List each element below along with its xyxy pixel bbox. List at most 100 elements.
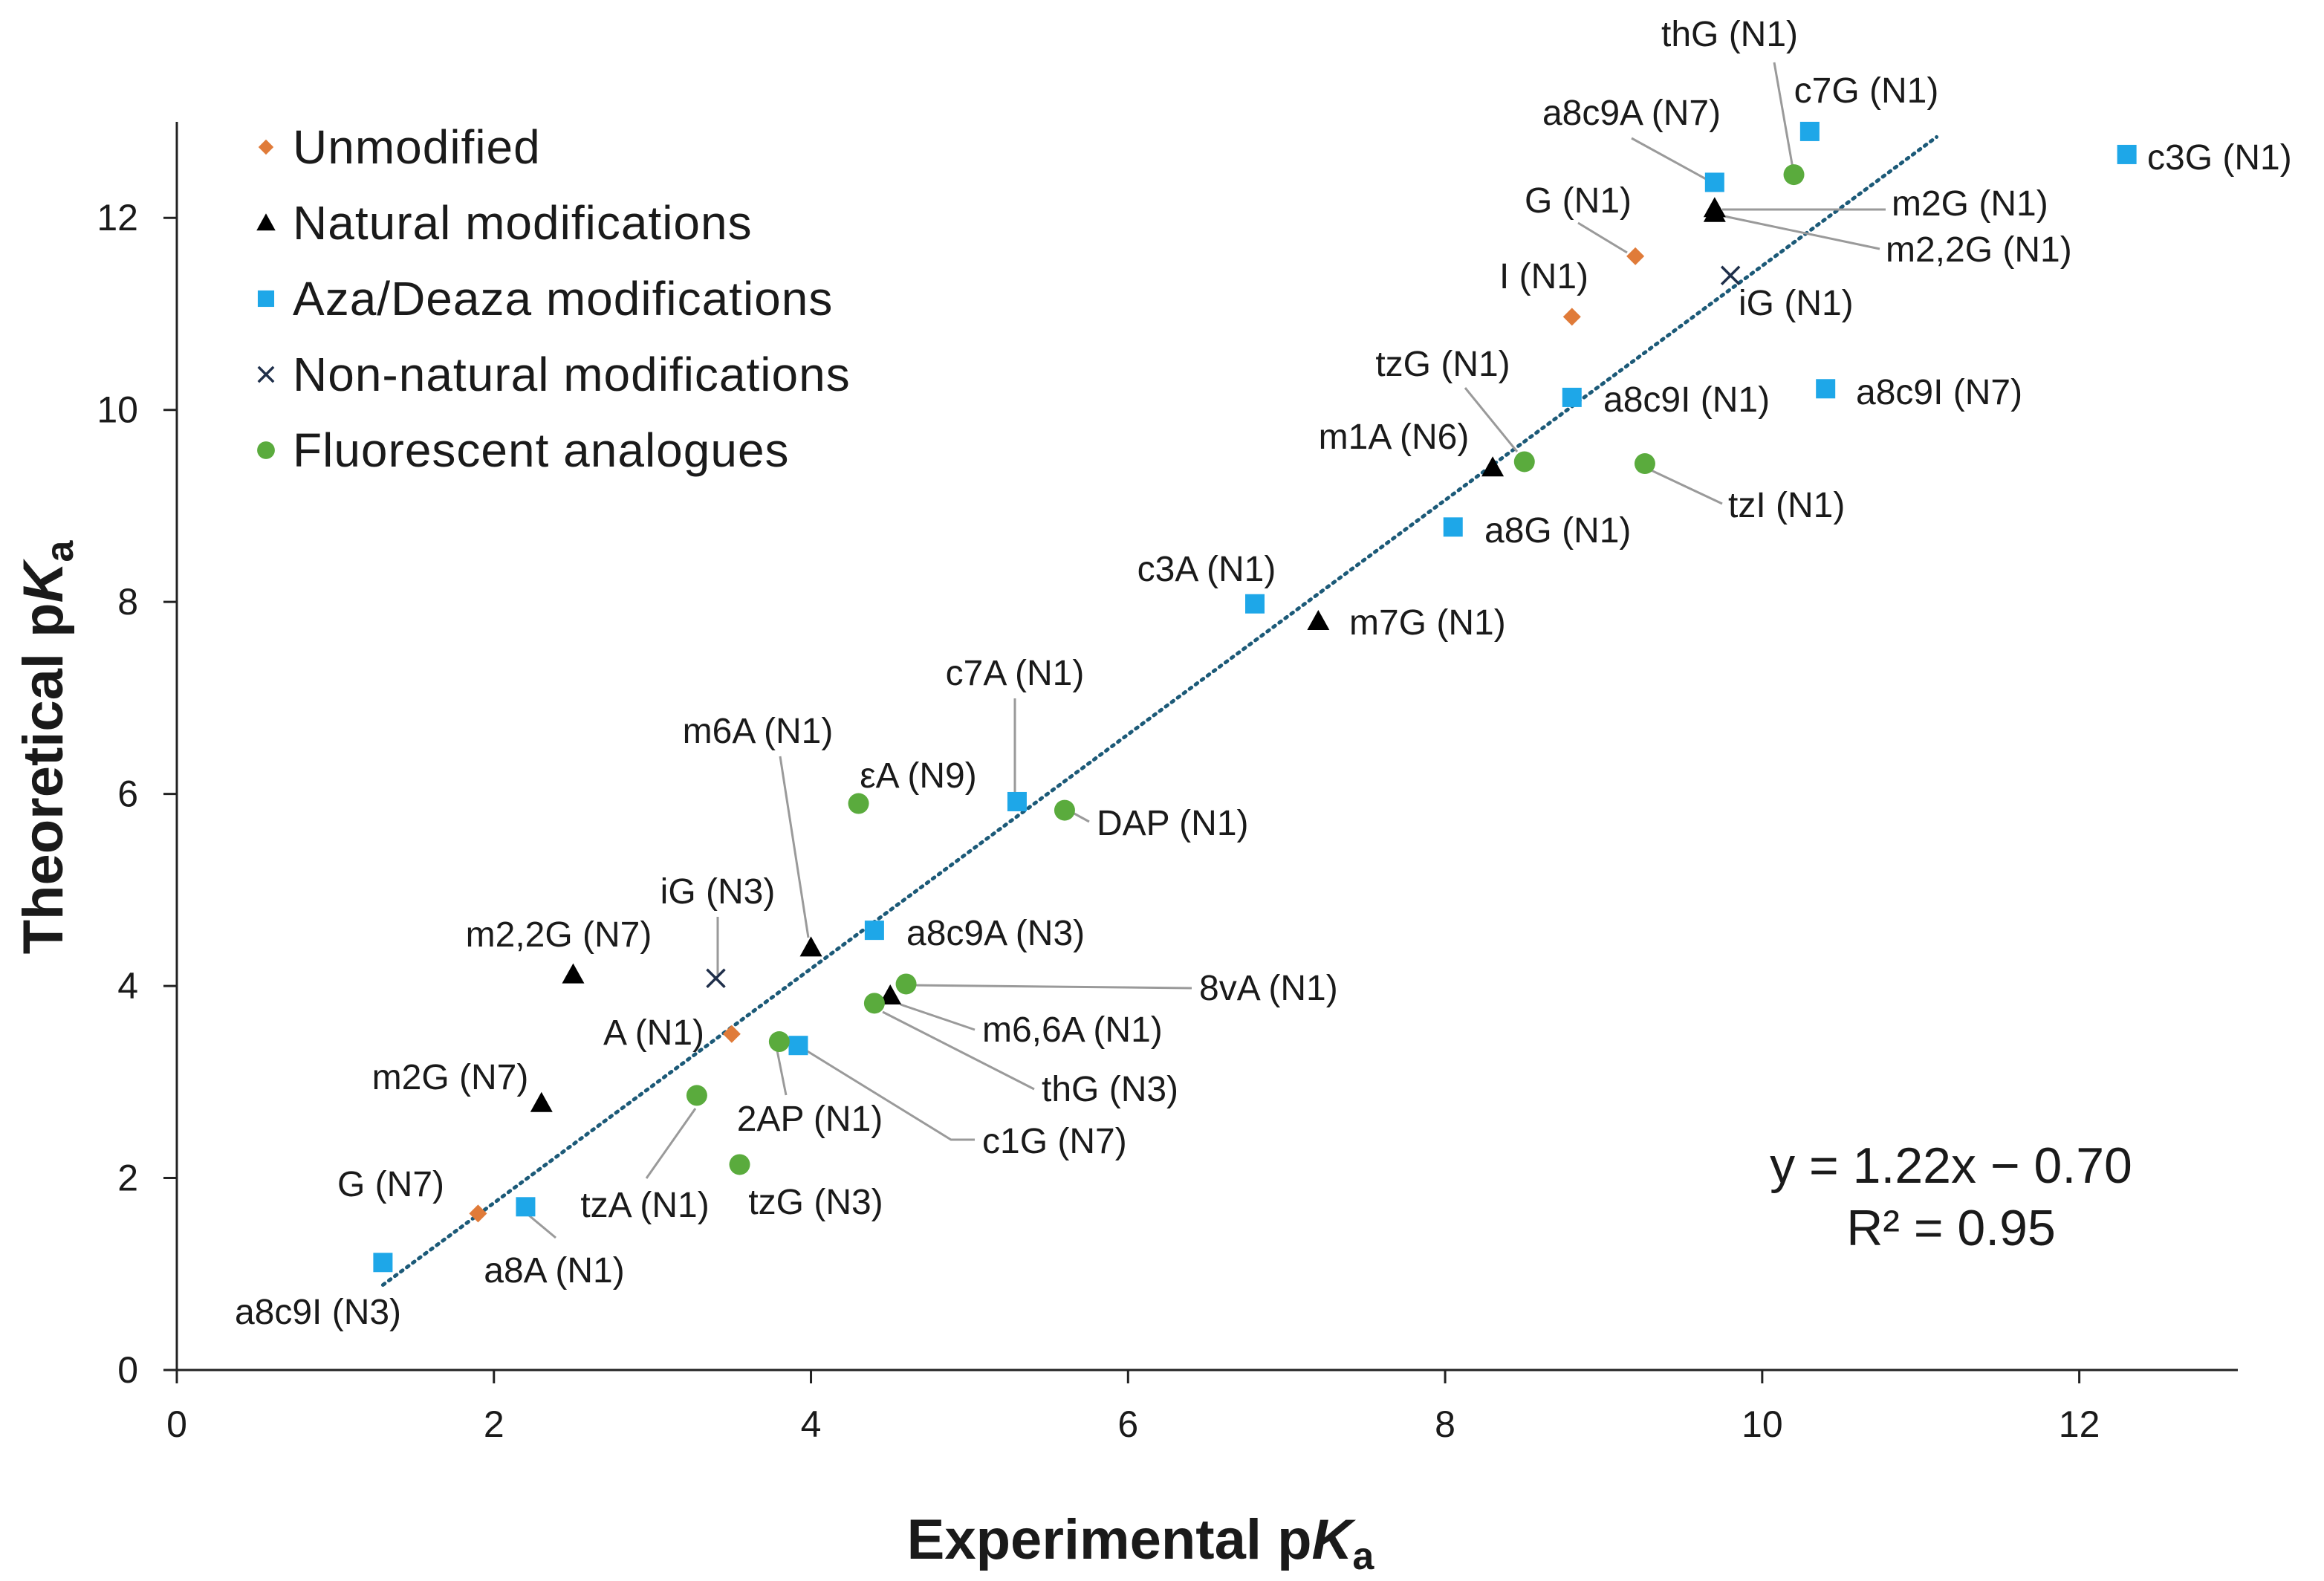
data-point-thg-n3-32 <box>863 993 885 1014</box>
data-point-tzg-n1-27 <box>1513 451 1535 473</box>
point-label-tza-n1-34: tzA (N1) <box>580 1186 709 1225</box>
leader-line-m6-6a-n1-9 <box>900 1003 976 1031</box>
leader-line-m2-2g-n1-5 <box>1720 214 1880 250</box>
data-point-tzi-n1-28 <box>1634 453 1655 475</box>
data-point-8va-n1-31 <box>895 973 917 995</box>
y-tick-label-12: 12 <box>97 197 138 238</box>
point-label-a8c9i-n7-16: a8c9I (N7) <box>1856 373 2022 412</box>
leader-line-m6a-n1-8 <box>779 756 810 938</box>
legend-label-non: Non-natural modifications <box>293 348 851 401</box>
data-point-m2-2g-n1-5 <box>1703 201 1726 222</box>
legend-label-nat: Natural modifications <box>293 196 753 250</box>
point-label-thg-n3-32: thG (N3) <box>1042 1070 1178 1109</box>
x-tick-label-2: 2 <box>484 1403 504 1445</box>
point-label-8va-n1-31: 8vA (N1) <box>1199 969 1338 1008</box>
leader-line-8va-n1-31 <box>907 984 1192 990</box>
data-point-a8c9i-n3-23 <box>373 1253 393 1273</box>
leader-lines <box>528 62 1886 1239</box>
point-label-i-n1-1: I (N1) <box>1499 257 1588 296</box>
data-point-a8g-n1-17 <box>1443 517 1463 537</box>
data-point-m2-2g-n7-10 <box>562 963 585 984</box>
data-point-ig-n1-24 <box>1720 265 1741 286</box>
point-label-m6a-n1-8: m6A (N1) <box>683 712 834 751</box>
point-label-m6-6a-n1-9: m6,6A (N1) <box>982 1010 1163 1050</box>
data-points <box>373 121 2137 1273</box>
leader-line-a8a-n1-22 <box>528 1214 556 1239</box>
data-point-a8c9i-n1-15 <box>1562 387 1582 407</box>
x-axis-title: Experimental pKa <box>907 1508 1375 1578</box>
leader-line-thg-n1-26 <box>1773 62 1795 173</box>
data-point-g-n7-3 <box>469 1204 487 1223</box>
legend: Unmodified Natural modifications Aza/Deaza… <box>256 120 850 477</box>
point-label-thg-n1-26: thG (N1) <box>1661 15 1798 54</box>
leader-line-dap-n1-30 <box>1072 811 1090 823</box>
data-point-c7g-n1-12 <box>1799 121 1820 141</box>
point-label-c3a-n1-18: c3A (N1) <box>1137 550 1276 589</box>
point-label-ig-n3-25: iG (N3) <box>660 872 776 912</box>
point-label-a8c9i-n1-15: a8c9I (N1) <box>1603 380 1770 420</box>
data-point-a8c9a-n7-13 <box>1704 172 1724 192</box>
data-point-dap-n1-30 <box>1054 799 1075 821</box>
legend-label-unmod: Unmodified <box>293 120 541 174</box>
data-point-m1a-n6-6 <box>1481 456 1505 477</box>
x-tick-label-6: 6 <box>1117 1403 1138 1445</box>
legend-marker-unmod <box>258 139 274 155</box>
point-label-g-n1-0: G (N1) <box>1525 181 1632 221</box>
data-point-m7g-n1-7 <box>1307 610 1330 630</box>
point-label-a-n9-29: εA (N9) <box>860 756 976 796</box>
point-label-a8c9a-n7-13: a8c9A (N7) <box>1542 94 1721 133</box>
legend-label-fluo: Fluorescent analogues <box>293 423 790 477</box>
point-label-tzi-n1-28: tzI (N1) <box>1728 486 1845 525</box>
point-labels: G (N1) I (N1) A (N1) G (N7) m2G (N1) m2,2G (N… <box>235 15 2292 1332</box>
point-label-c7g-n1-12: c7G (N1) <box>1794 71 1939 111</box>
point-label-a8a-n1-22: a8A (N1) <box>484 1251 624 1291</box>
trendline-group <box>380 134 1939 1288</box>
point-label-a8c9i-n3-23: a8c9I (N3) <box>235 1293 401 1332</box>
x-tick-label-10: 10 <box>1742 1403 1783 1445</box>
y-axis-title: Theoretical pKa <box>12 540 82 955</box>
point-label-2ap-n1-33: 2AP (N1) <box>737 1100 883 1139</box>
legend-marker-fluo <box>257 441 275 459</box>
point-label-c1g-n7-21: c1G (N7) <box>982 1122 1127 1161</box>
data-point-m6a-n1-8 <box>799 936 822 957</box>
leader-line-c1g-n7-21 <box>803 1048 975 1141</box>
data-point-a-n1-2 <box>722 1025 741 1043</box>
regression-equation: y = 1.22x − 0.70 <box>1770 1137 2132 1194</box>
point-label-ig-n1-24: iG (N1) <box>1739 284 1854 323</box>
data-point-ig-n3-25 <box>706 968 726 988</box>
data-point-c1g-n7-21 <box>788 1036 808 1056</box>
leader-line-tza-n1-34 <box>645 1108 697 1179</box>
leader-line-g-n1-0 <box>1577 221 1628 254</box>
x-tick-label-12: 12 <box>2059 1403 2100 1445</box>
y-tick-label-2: 2 <box>117 1158 138 1199</box>
point-label-tzg-n3-35: tzG (N3) <box>748 1183 883 1222</box>
data-point-c3g-n1-14 <box>2117 144 2137 164</box>
data-point-tza-n1-34 <box>686 1085 707 1106</box>
leader-line-2ap-n1-33 <box>776 1050 788 1096</box>
data-point-i-n1-1 <box>1562 308 1581 326</box>
leader-line-a8c9a-n7-13 <box>1631 137 1708 181</box>
x-tick-label-4: 4 <box>801 1403 822 1445</box>
legend-marker-non <box>257 366 275 383</box>
data-point-a8c9a-n3-20 <box>864 921 884 941</box>
data-point-a-n9-29 <box>848 793 869 814</box>
point-label-a-n1-2: A (N1) <box>603 1013 704 1053</box>
leader-line-tzg-n1-27 <box>1464 387 1519 452</box>
leader-line-tzi-n1-28 <box>1646 467 1723 505</box>
data-point-m2g-n7-11 <box>530 1091 553 1112</box>
leader-line-thg-n3-32 <box>882 1010 1035 1091</box>
trendline <box>380 134 1939 1288</box>
legend-marker-aza <box>257 290 275 308</box>
x-tick-label-8: 8 <box>1435 1403 1455 1445</box>
point-label-c3g-n1-14: c3G (N1) <box>2147 138 2292 178</box>
y-tick-label-6: 6 <box>117 773 138 815</box>
point-label-g-n7-3: G (N7) <box>337 1165 444 1204</box>
point-label-m2-2g-n1-5: m2,2G (N1) <box>1886 230 2072 270</box>
y-tick-label-8: 8 <box>117 581 138 623</box>
point-label-dap-n1-30: DAP (N1) <box>1097 804 1249 843</box>
legend-label-aza: Aza/Deaza modifications <box>293 272 833 325</box>
data-point-2ap-n1-33 <box>768 1031 790 1053</box>
point-label-m2g-n7-11: m2G (N7) <box>372 1058 529 1097</box>
point-label-a8g-n1-17: a8G (N1) <box>1484 511 1631 551</box>
